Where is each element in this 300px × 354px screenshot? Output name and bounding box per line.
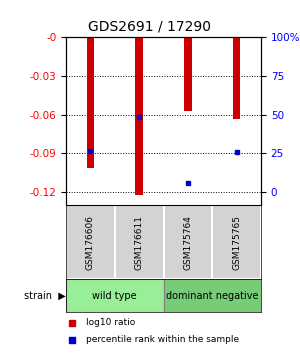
Text: GSM175765: GSM175765 [232,215,241,270]
Text: log10 ratio: log10 ratio [85,318,135,327]
Text: GSM176611: GSM176611 [135,215,144,270]
Bar [164,279,261,312]
Bar [233,37,240,119]
Text: GDS2691 / 17290: GDS2691 / 17290 [88,19,212,34]
Text: GSM176606: GSM176606 [86,215,95,270]
Text: percentile rank within the sample: percentile rank within the sample [85,335,238,344]
Bar [87,37,94,168]
Bar [164,205,212,279]
Bar [184,37,191,111]
Bar [136,37,143,195]
Text: GSM175764: GSM175764 [183,215,192,270]
Text: strain  ▶: strain ▶ [24,291,66,301]
Bar [115,205,164,279]
Text: dominant negative: dominant negative [166,291,259,301]
Text: wild type: wild type [92,291,137,301]
Bar [66,279,164,312]
Bar [66,205,115,279]
Bar [212,205,261,279]
